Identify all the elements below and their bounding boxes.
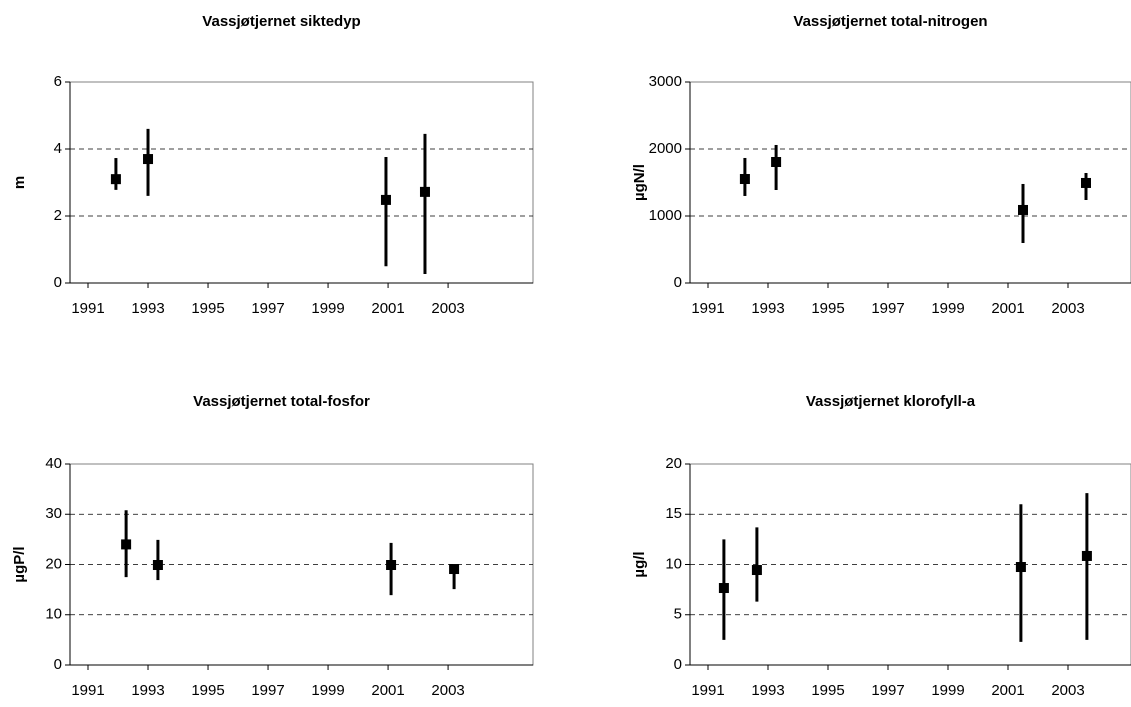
y-axis-label: µg/l	[631, 551, 648, 577]
x-tick-label: 1999	[931, 682, 964, 699]
data-point	[771, 156, 782, 167]
data-point	[1015, 562, 1026, 573]
x-tick-label: 1999	[311, 300, 344, 317]
x-tick-label: 1995	[811, 682, 844, 699]
chart-title: Vassjøtjernet total-nitrogen	[793, 13, 987, 30]
x-tick-label: 1991	[691, 682, 724, 699]
data-point	[718, 583, 729, 594]
data-point	[739, 174, 750, 185]
y-tick-label: 1000	[649, 207, 682, 224]
data-point	[121, 539, 132, 550]
x-tick-label: 2003	[431, 300, 464, 317]
x-tick-label: 1999	[931, 300, 964, 317]
chart-title: Vassjøtjernet klorofyll-a	[806, 393, 976, 410]
x-tick-label: 2003	[1051, 300, 1084, 317]
x-tick-label: 1995	[191, 300, 224, 317]
x-tick-label: 1997	[251, 300, 284, 317]
y-tick-label: 2	[54, 207, 62, 224]
y-tick-label: 30	[45, 505, 62, 522]
data-point	[751, 565, 762, 576]
y-tick-label: 5	[674, 606, 682, 623]
chart-title: Vassjøtjernet total-fosfor	[193, 393, 370, 410]
y-tick-label: 0	[674, 656, 682, 673]
x-tick-label: 2001	[991, 300, 1024, 317]
x-tick-label: 1997	[871, 300, 904, 317]
x-tick-label: 1993	[751, 300, 784, 317]
x-tick-label: 1997	[251, 682, 284, 699]
x-tick-label: 1995	[811, 300, 844, 317]
data-point	[152, 560, 163, 571]
data-point	[386, 560, 397, 571]
y-tick-label: 40	[45, 455, 62, 472]
data-point	[1018, 204, 1028, 215]
data-point	[449, 564, 460, 575]
data-point	[143, 154, 154, 165]
chart-title: Vassjøtjernet siktedyp	[202, 13, 360, 30]
y-tick-label: 3000	[649, 73, 682, 90]
y-tick-label: 2000	[649, 140, 682, 157]
x-tick-label: 2003	[431, 682, 464, 699]
data-point	[419, 186, 430, 197]
x-tick-label: 2001	[371, 682, 404, 699]
x-tick-label: 1995	[191, 682, 224, 699]
x-tick-label: 2001	[991, 682, 1024, 699]
y-tick-label: 6	[54, 73, 62, 90]
y-axis-label: µgN/l	[631, 164, 648, 201]
plot-area	[69, 463, 534, 666]
x-tick-label: 1999	[311, 682, 344, 699]
x-tick-label: 1991	[71, 300, 104, 317]
y-tick-label: 4	[54, 140, 62, 157]
data-point	[110, 174, 121, 185]
y-tick-label: 0	[54, 274, 62, 291]
y-tick-label: 15	[665, 505, 682, 522]
plot-area	[69, 81, 534, 284]
x-tick-label: 2003	[1051, 682, 1084, 699]
x-tick-label: 1991	[691, 300, 724, 317]
x-tick-label: 2001	[371, 300, 404, 317]
y-tick-label: 20	[45, 555, 62, 572]
y-tick-label: 20	[665, 455, 682, 472]
data-point	[1081, 550, 1092, 561]
data-point	[380, 194, 391, 205]
x-tick-label: 1991	[71, 682, 104, 699]
y-tick-label: 0	[54, 656, 62, 673]
x-tick-label: 1997	[871, 682, 904, 699]
y-axis-label: µgP/l	[11, 546, 28, 582]
y-tick-label: 10	[45, 606, 62, 623]
y-tick-label: 10	[665, 555, 682, 572]
y-tick-label: 0	[674, 274, 682, 291]
data-point	[1081, 177, 1091, 188]
x-tick-label: 1993	[131, 682, 164, 699]
x-tick-label: 1993	[751, 682, 784, 699]
x-tick-label: 1993	[131, 300, 164, 317]
plot-area	[689, 81, 1131, 284]
y-axis-label: m	[11, 176, 28, 189]
